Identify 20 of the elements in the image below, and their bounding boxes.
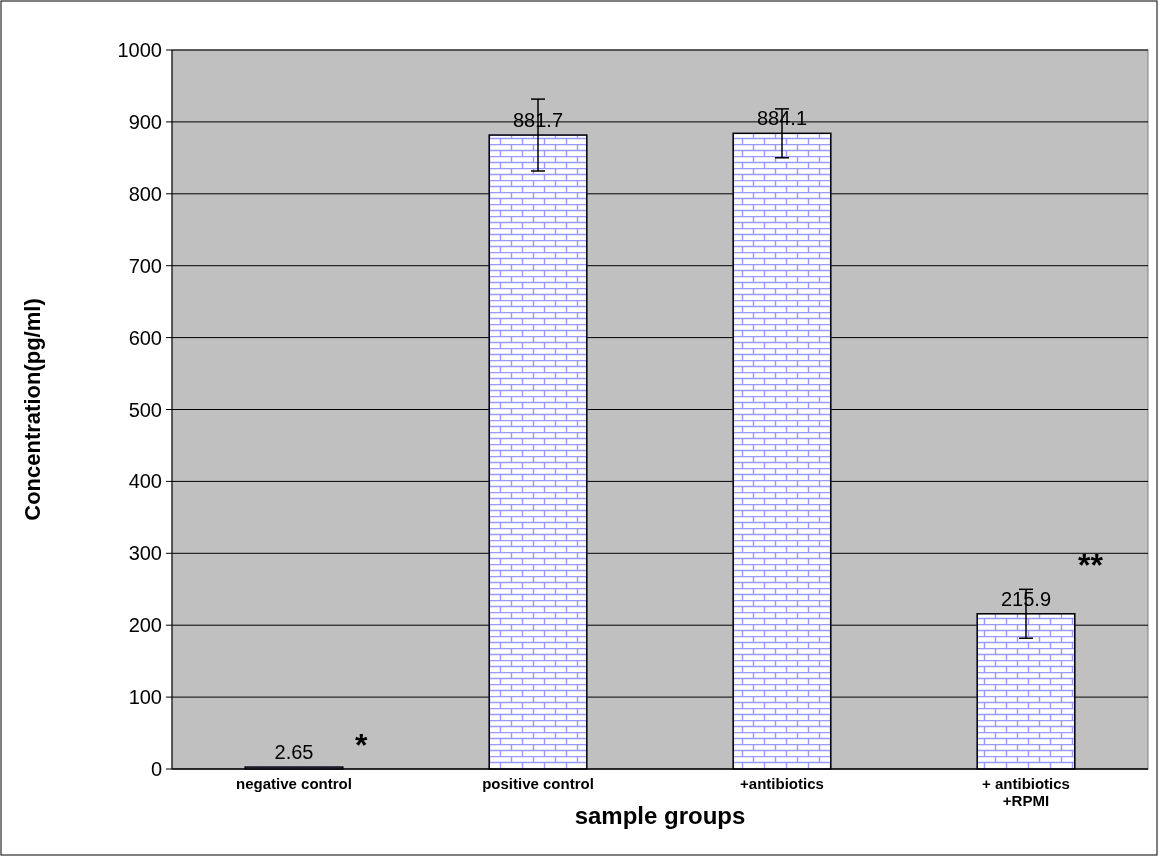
y-tick-label: 0: [150, 758, 162, 780]
y-tick-label: 800: [128, 182, 162, 205]
y-tick-label: 500: [128, 398, 162, 421]
x-tick-label: +antibiotics: [740, 775, 824, 792]
annotation: **: [1078, 547, 1104, 584]
y-tick-label: 400: [128, 470, 162, 493]
y-tick-label: 600: [128, 326, 162, 349]
y-axis-title: Concentration(pg/ml): [20, 298, 45, 521]
y-tick-label: 100: [128, 686, 162, 709]
y-tick-label: 300: [128, 542, 162, 565]
x-tick-label: negative control: [236, 775, 352, 792]
y-tick-label: 900: [128, 110, 162, 133]
x-tick-label: + antibiotics +RPMI: [982, 775, 1070, 809]
y-tick-label: 700: [128, 254, 162, 277]
y-tick-label: 1000: [117, 39, 162, 61]
annotation: *: [355, 727, 368, 764]
x-axis-title: sample groups: [574, 802, 746, 829]
data-label: 2.65: [274, 741, 314, 764]
x-tick-label: positive control: [482, 775, 594, 792]
y-tick-label: 200: [128, 614, 162, 637]
